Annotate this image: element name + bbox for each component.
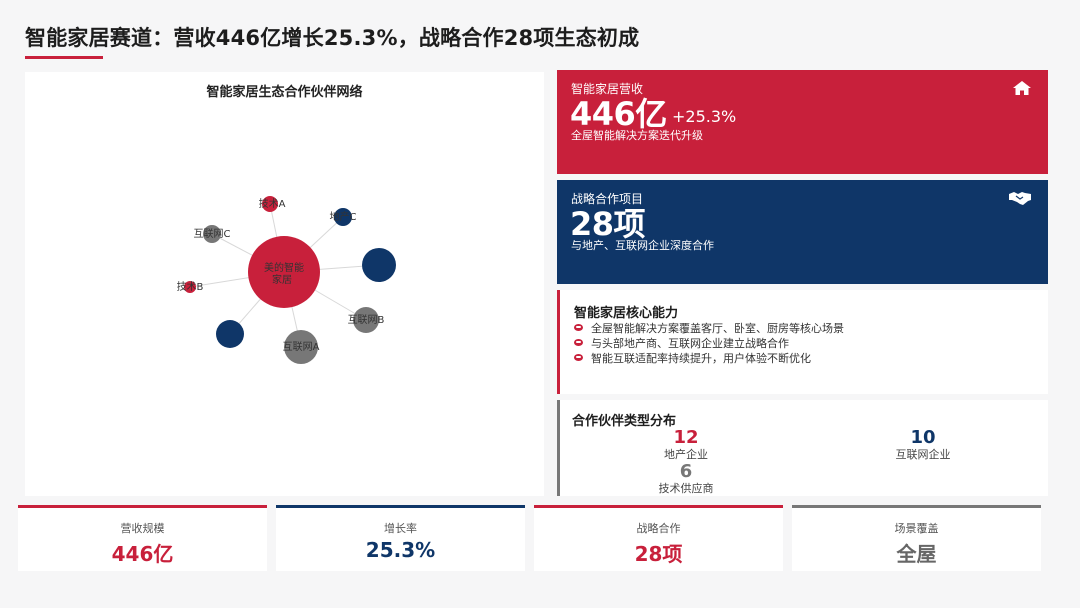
kpi-growth: 增长率 25.3% bbox=[276, 505, 525, 571]
kpi-cooperation: 战略合作 28项 bbox=[534, 505, 783, 571]
node-internet-a: 互联网A bbox=[283, 330, 320, 364]
stat-tech: 6 技术供应商 bbox=[626, 461, 746, 496]
node-circle bbox=[284, 330, 318, 364]
stat-label: 技术供应商 bbox=[658, 482, 714, 495]
kpi-accent-bar bbox=[534, 505, 783, 508]
network-panel: 智能家居生态合作伙伴网络 技术A 地产C 互联网C 技 bbox=[25, 72, 544, 496]
kpi-revenue: 营收规模 446亿 bbox=[18, 505, 267, 571]
node-realestate-e bbox=[216, 320, 244, 348]
capabilities-card: 智能家居核心能力 全屋智能解决方案覆盖客厅、卧室、厨房等核心场景 与头部地产商、… bbox=[557, 290, 1048, 394]
revenue-growth: +25.3% bbox=[672, 107, 737, 126]
node-circle bbox=[334, 208, 352, 226]
node-label: 技术A bbox=[259, 197, 286, 210]
stat-value: 10 bbox=[910, 427, 936, 448]
cooperation-subtitle: 与地产、互联网企业深度合作 bbox=[571, 239, 714, 252]
stat-label: 互联网企业 bbox=[895, 448, 951, 461]
kpi-accent-bar bbox=[792, 505, 1041, 508]
network-diagram: 技术A 地产C 互联网C 技术B 互联网B 互联网A 美 bbox=[177, 196, 396, 364]
bullet-icon bbox=[574, 339, 583, 346]
list-item: 全屋智能解决方案覆盖客厅、卧室、厨房等核心场景 bbox=[574, 320, 844, 335]
kpi-label: 战略合作 bbox=[636, 522, 681, 535]
node-label: 地产C bbox=[330, 210, 357, 223]
bullet-icon bbox=[574, 354, 583, 361]
node-label: 互联网B bbox=[348, 314, 385, 326]
kpi-value: 全屋 bbox=[896, 542, 937, 566]
center-circle bbox=[248, 236, 320, 308]
handshake-icon bbox=[1009, 192, 1031, 205]
kpi-label: 营收规模 bbox=[120, 522, 165, 535]
node-label: 互联网C bbox=[194, 228, 231, 240]
page-title: 智能家居赛道：营收446亿增长25.3%，战略合作28项生态初成 bbox=[25, 26, 640, 50]
distribution-title: 合作伙伴类型分布 bbox=[572, 414, 677, 429]
node-internet-c: 互联网C bbox=[194, 225, 231, 243]
kpi-value: 28项 bbox=[634, 542, 683, 566]
node-circle bbox=[203, 225, 221, 243]
capability-text: 全屋智能解决方案覆盖客厅、卧室、厨房等核心场景 bbox=[591, 321, 844, 335]
title-underline bbox=[25, 56, 103, 59]
cooperation-label: 战略合作项目 bbox=[571, 192, 644, 206]
stat-internet: 10 互联网企业 bbox=[863, 427, 983, 462]
center-label-line2: 家居 bbox=[272, 273, 292, 286]
node-circle bbox=[353, 307, 379, 333]
node-label: 技术B bbox=[177, 280, 204, 293]
kpi-value: 446亿 bbox=[111, 542, 174, 566]
node-realestate-c: 地产C bbox=[330, 208, 357, 226]
kpi-accent-bar bbox=[276, 505, 525, 508]
cooperation-value: 28项 bbox=[570, 205, 646, 243]
node-tech-a: 技术A bbox=[259, 196, 286, 212]
stat-value: 6 bbox=[679, 461, 693, 482]
node-center: 美的智能 家居 bbox=[248, 236, 320, 308]
node-tech-b: 技术B bbox=[177, 280, 204, 293]
node-realestate-d bbox=[362, 248, 396, 282]
partner-distribution-card: 合作伙伴类型分布 12 地产企业 10 互联网企业 6 技术供应商 bbox=[557, 400, 1048, 496]
capability-text: 智能互联适配率持续提升，用户体验不断优化 bbox=[591, 351, 811, 365]
revenue-subtitle: 全屋智能解决方案迭代升级 bbox=[571, 129, 703, 142]
capabilities-list: 全屋智能解决方案覆盖客厅、卧室、厨房等核心场景 与头部地产商、互联网企业建立战略… bbox=[574, 320, 844, 365]
kpi-label: 场景覆盖 bbox=[894, 522, 939, 535]
node-circle bbox=[216, 320, 244, 348]
cooperation-card: 战略合作项目 28项 与地产、互联网企业深度合作 bbox=[557, 180, 1048, 284]
revenue-value: 446亿 bbox=[570, 95, 667, 133]
stat-value: 12 bbox=[673, 427, 699, 448]
node-circle bbox=[262, 196, 278, 212]
kpi-value: 25.3% bbox=[365, 538, 436, 562]
center-label-line1: 美的智能 bbox=[264, 261, 304, 274]
kpi-coverage: 场景覆盖 全屋 bbox=[792, 505, 1041, 571]
node-label: 互联网A bbox=[283, 341, 320, 353]
node-circle bbox=[184, 281, 196, 293]
list-item: 与头部地产商、互联网企业建立战略合作 bbox=[574, 335, 844, 350]
home-icon bbox=[1013, 81, 1031, 95]
capabilities-title: 智能家居核心能力 bbox=[574, 306, 679, 321]
revenue-card: 智能家居营收 446亿 +25.3% 全屋智能解决方案迭代升级 bbox=[557, 70, 1048, 174]
list-item: 智能互联适配率持续提升，用户体验不断优化 bbox=[574, 350, 844, 365]
kpi-accent-bar bbox=[18, 505, 267, 508]
node-internet-b: 互联网B bbox=[348, 307, 385, 333]
stat-realestate: 12 地产企业 bbox=[626, 427, 746, 462]
node-circle bbox=[362, 248, 396, 282]
revenue-label: 智能家居营收 bbox=[571, 82, 644, 96]
bullet-icon bbox=[574, 324, 583, 331]
capability-text: 与头部地产商、互联网企业建立战略合作 bbox=[591, 336, 789, 350]
kpi-label: 增长率 bbox=[384, 522, 417, 535]
stat-label: 地产企业 bbox=[664, 448, 708, 461]
network-title: 智能家居生态合作伙伴网络 bbox=[206, 85, 363, 100]
